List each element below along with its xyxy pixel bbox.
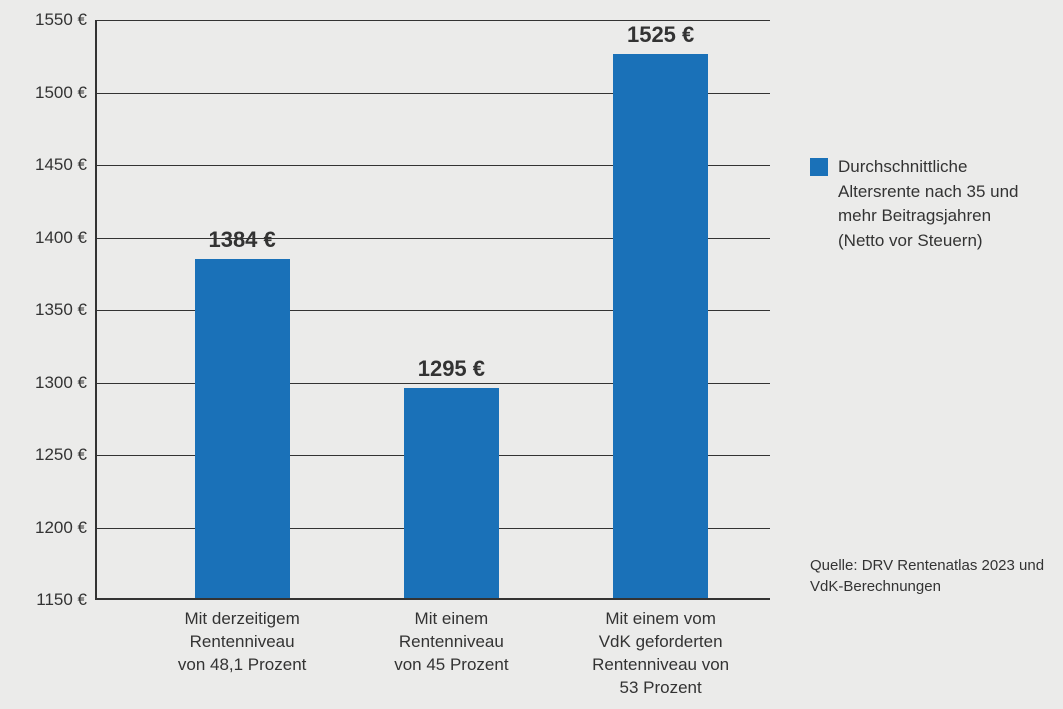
legend-text: Durchschnittliche Altersrente nach 35 un… [838,155,1040,254]
y-tick-label: 1200 € [35,518,97,538]
x-tick-label: Mit derzeitigemRentenniveauvon 48,1 Proz… [147,598,337,677]
bar-value-label: 1295 € [351,356,551,382]
y-tick-label: 1500 € [35,83,97,103]
bar: 1384 € [195,259,290,598]
y-tick-label: 1550 € [35,10,97,30]
bar: 1525 € [613,54,708,598]
bar-value-label: 1525 € [561,22,761,48]
y-tick-label: 1450 € [35,155,97,175]
x-tick-label: Mit einemRentenniveauvon 45 Prozent [356,598,546,677]
x-tick-label: Mit einem vomVdK gefordertenRentenniveau… [566,598,756,700]
legend: Durchschnittliche Altersrente nach 35 un… [810,155,1040,254]
y-tick-label: 1150 € [36,590,97,610]
bar-value-label: 1384 € [142,227,342,253]
y-tick-label: 1350 € [35,300,97,320]
chart-canvas: 1150 € 1200 € 1250 € 1300 € 1350 € 1400 € 1450… [0,0,1063,709]
legend-swatch [810,158,828,176]
plot-area: 1150 €1200 €1250 €1300 €1350 €1400 €1450… [95,20,770,600]
y-tick-label: 1400 € [35,228,97,248]
y-tick-label: 1250 € [35,445,97,465]
source-note: Quelle: DRV Rentenatlas 2023 und VdK-Ber… [810,555,1050,597]
bar: 1295 € [404,388,499,598]
y-tick-label: 1300 € [35,373,97,393]
gridline [97,20,770,21]
